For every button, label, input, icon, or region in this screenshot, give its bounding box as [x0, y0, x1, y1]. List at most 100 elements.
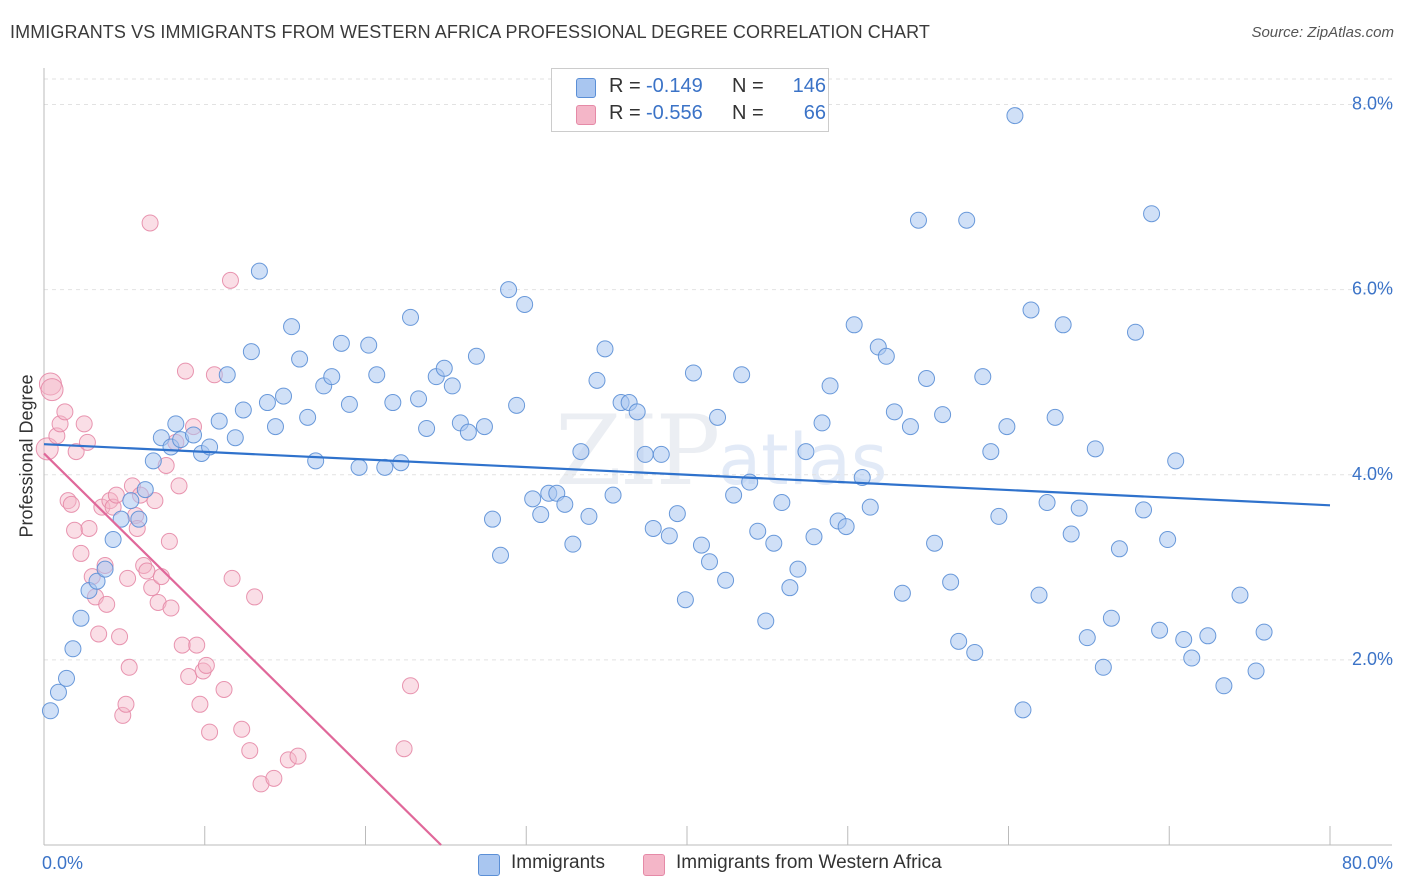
- correlation-legend: R = -0.149 N = 146 R = -0.556 N = 66: [551, 68, 829, 132]
- point-immigrants: [1159, 531, 1177, 549]
- point-immigrants: [604, 486, 622, 504]
- point-immigrants: [492, 546, 510, 564]
- y-tick-label: 8.0%: [1352, 94, 1393, 114]
- point-immigrants: [58, 669, 76, 687]
- point-immigrants: [483, 510, 501, 528]
- point-immigrants: [72, 609, 90, 627]
- point-immigrants: [998, 418, 1016, 436]
- legend-n-label: N =: [732, 102, 764, 124]
- point-immigrants: [291, 350, 309, 368]
- point-immigrants: [821, 377, 839, 395]
- point-immigrants: [226, 429, 244, 447]
- y-tick-label: 4.0%: [1352, 464, 1393, 484]
- point-immigrants: [901, 418, 919, 436]
- legend-n-label: N =: [732, 75, 764, 97]
- bottom-legend-label: Immigrants: [511, 852, 605, 873]
- point-immigrants: [958, 211, 976, 229]
- point-immigrants: [676, 591, 694, 609]
- point-immigrants: [112, 510, 130, 528]
- point-immigrants: [1006, 107, 1024, 125]
- point-immigrants: [475, 418, 493, 436]
- bottom-legend-swatch-western-africa: [643, 854, 665, 876]
- source-credit: Source: ZipAtlas.com: [1251, 24, 1394, 41]
- point-western-africa: [90, 625, 108, 643]
- point-western-africa: [40, 378, 64, 402]
- point-western-africa: [265, 769, 283, 787]
- point-immigrants: [1014, 701, 1032, 719]
- point-western-africa: [160, 532, 178, 550]
- point-immigrants: [813, 414, 831, 432]
- point-immigrants: [644, 519, 662, 537]
- point-western-africa: [67, 443, 85, 461]
- point-immigrants: [167, 415, 185, 433]
- point-immigrants: [1135, 501, 1153, 519]
- point-immigrants: [1030, 586, 1048, 604]
- chart-title: IMMIGRANTS VS IMMIGRANTS FROM WESTERN AF…: [10, 22, 930, 42]
- point-immigrants: [104, 531, 122, 549]
- point-western-africa: [62, 495, 80, 513]
- point-immigrants: [909, 211, 927, 229]
- point-western-africa: [170, 477, 188, 495]
- legend-n-value: 66: [803, 102, 826, 124]
- point-immigrants: [966, 643, 984, 661]
- trend-lines: [43, 443, 1331, 846]
- point-western-africa: [146, 492, 164, 510]
- point-immigrants: [982, 443, 1000, 461]
- point-immigrants: [684, 364, 702, 382]
- point-immigrants: [1247, 662, 1265, 680]
- point-immigrants: [1078, 629, 1096, 647]
- point-western-africa: [72, 544, 90, 562]
- point-western-africa: [194, 662, 212, 680]
- point-western-africa: [402, 677, 420, 695]
- point-immigrants: [725, 486, 743, 504]
- point-immigrants: [1038, 494, 1056, 512]
- point-immigrants: [1183, 649, 1201, 667]
- y-tick-label: 6.0%: [1352, 279, 1393, 299]
- point-immigrants: [443, 377, 461, 395]
- point-immigrants: [837, 518, 855, 536]
- point-western-africa: [233, 720, 251, 738]
- tick-labels: 2.0% 4.0% 6.0% 8.0% 0.0% 80.0%: [42, 94, 1393, 873]
- point-immigrants: [234, 401, 252, 419]
- point-immigrants: [588, 371, 606, 389]
- point-immigrants: [360, 336, 378, 354]
- point-immigrants: [861, 498, 879, 516]
- legend-swatch-western-africa: [576, 105, 596, 125]
- point-immigrants: [144, 452, 162, 470]
- point-western-africa: [246, 588, 264, 606]
- point-western-africa: [241, 742, 259, 760]
- point-immigrants: [1126, 323, 1144, 341]
- legend-swatch-immigrants: [576, 78, 596, 98]
- point-immigrants: [580, 507, 598, 525]
- point-immigrants: [893, 584, 911, 602]
- point-western-africa: [114, 706, 132, 724]
- point-western-africa: [180, 668, 198, 686]
- point-immigrants: [733, 366, 751, 384]
- point-immigrants: [885, 403, 903, 421]
- point-western-africa: [141, 214, 159, 232]
- point-immigrants: [258, 394, 276, 412]
- point-immigrants: [934, 406, 952, 424]
- point-immigrants: [49, 683, 67, 701]
- point-immigrants: [652, 445, 670, 463]
- point-immigrants: [668, 505, 686, 523]
- point-western-africa: [191, 695, 209, 713]
- point-immigrants: [564, 535, 582, 553]
- point-immigrants: [805, 528, 823, 546]
- point-immigrants: [88, 572, 106, 590]
- bottom-legend-swatch-immigrants: [478, 854, 500, 876]
- bottom-legend-label: Immigrants from Western Africa: [676, 852, 942, 873]
- point-immigrants: [628, 403, 646, 421]
- point-immigrants: [1086, 440, 1104, 458]
- point-western-africa: [215, 680, 233, 698]
- point-immigrants: [266, 418, 284, 436]
- point-immigrants: [1054, 316, 1072, 334]
- point-immigrants: [1110, 540, 1128, 558]
- legend-n-value: 146: [792, 75, 826, 97]
- point-immigrants: [500, 281, 518, 299]
- point-western-africa: [138, 562, 156, 580]
- trend-line-western-africa: [43, 452, 442, 846]
- point-immigrants: [508, 396, 526, 414]
- point-immigrants: [332, 334, 350, 352]
- legend-r-value: -0.556: [646, 102, 703, 124]
